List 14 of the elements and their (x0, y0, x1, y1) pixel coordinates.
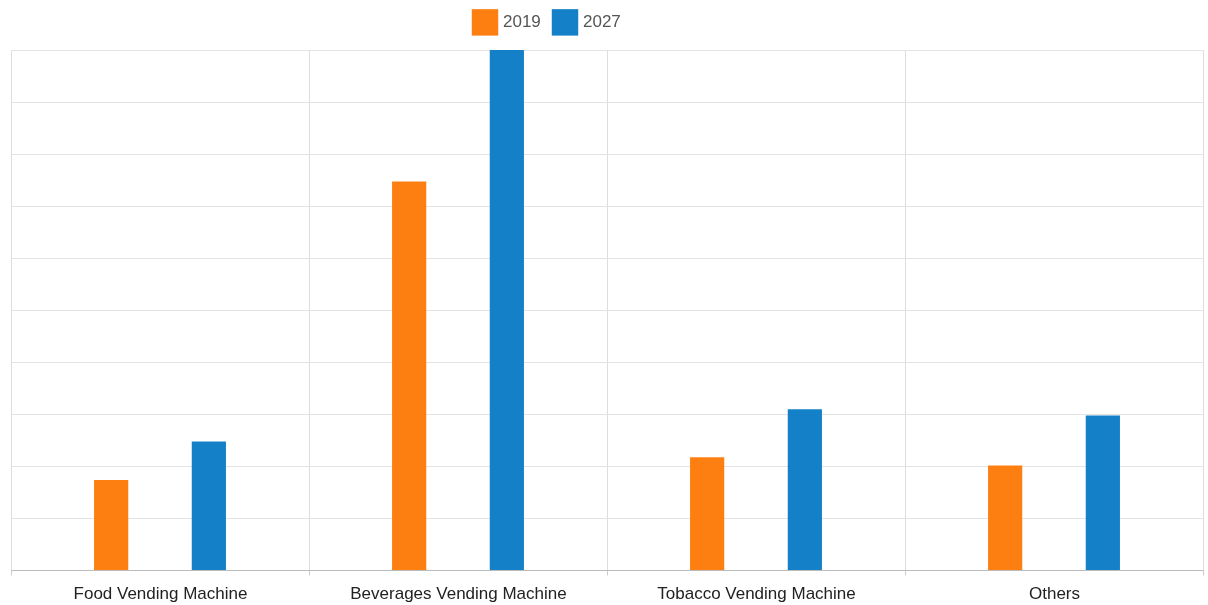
x-tick-label: Beverages Vending Machine (350, 583, 567, 603)
legend-label: 2027 (583, 12, 621, 32)
legend-label: 2019 (503, 12, 541, 32)
x-tick-label: Tobacco Vending Machine (657, 583, 856, 603)
bar (787, 409, 822, 570)
bar (191, 441, 226, 570)
x-tick-label: Food Vending Machine (73, 583, 248, 603)
bar (489, 50, 524, 570)
bar (1085, 415, 1120, 570)
bar (988, 465, 1023, 570)
bar (392, 181, 427, 570)
x-tick-label: Others (1028, 583, 1081, 603)
bar (94, 480, 129, 570)
bar (690, 457, 725, 570)
